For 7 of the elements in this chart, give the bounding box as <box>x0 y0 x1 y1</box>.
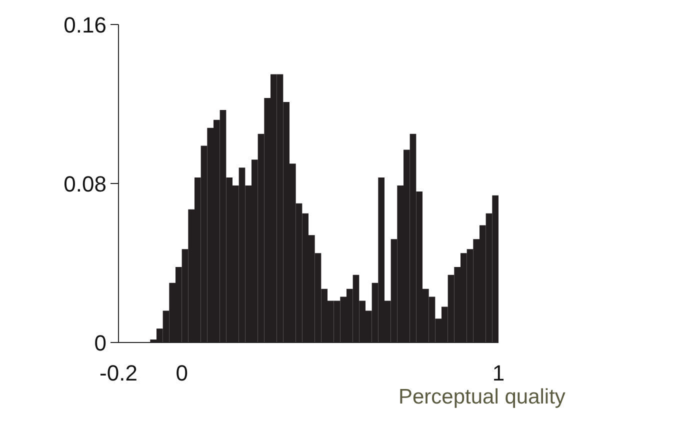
y-tick-label: 0.16 <box>64 12 107 38</box>
x-tick-label: 0 <box>176 360 188 386</box>
x-tick-label: 1 <box>492 360 505 386</box>
y-tick-label: 0.08 <box>64 172 107 196</box>
x-tick-label: -0.2 <box>100 360 138 386</box>
x-axis-title: Perceptual quality <box>398 386 566 408</box>
y-tick-label: 0 <box>94 330 107 356</box>
